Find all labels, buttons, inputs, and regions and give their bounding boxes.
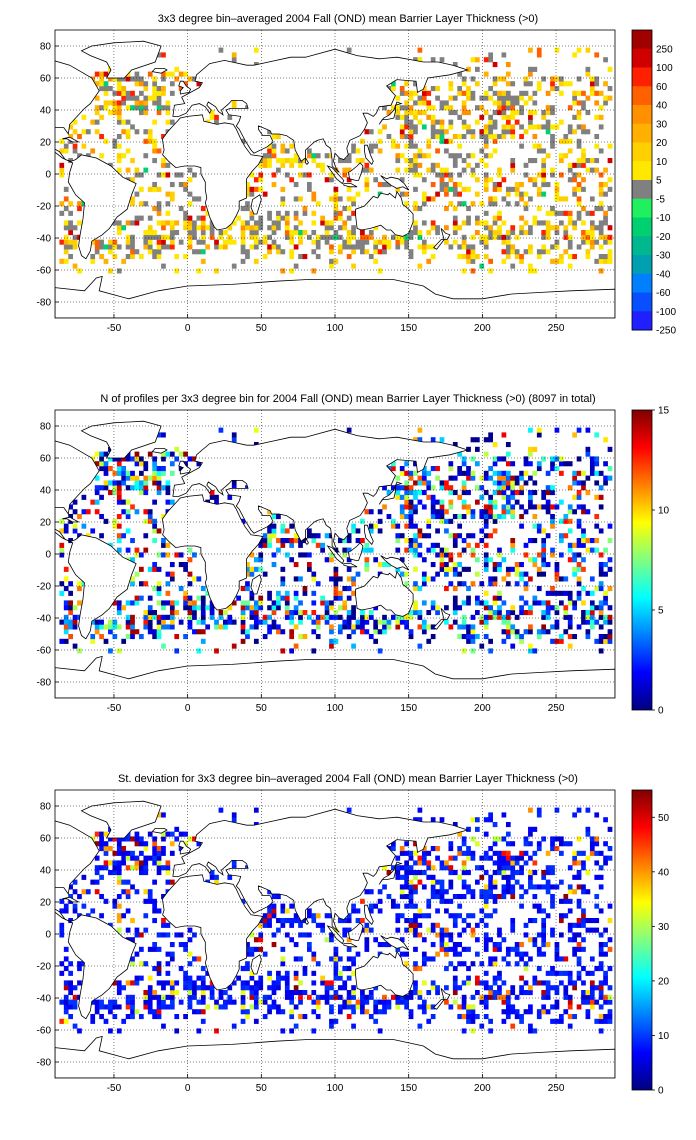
panel-blt-mean: 3x3 degree bin–averaged 2004 Fall (OND) … [0,0,696,380]
panel-profile-count: N of profiles per 3x3 degree bin for 200… [0,380,696,760]
chart-title: St. deviation for 3x3 degree bin–average… [118,773,578,785]
chart-title: N of profiles per 3x3 degree bin for 200… [100,393,596,405]
chart-title: 3x3 degree bin–averaged 2004 Fall (OND) … [157,13,539,25]
panel-std-dev: St. deviation for 3x3 degree bin–average… [0,760,696,1140]
